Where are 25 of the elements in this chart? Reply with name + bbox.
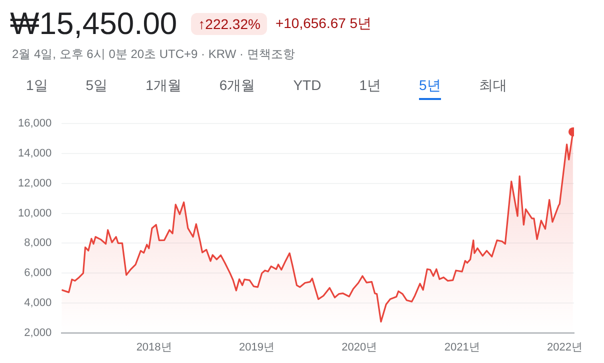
text: 1개월: [146, 77, 182, 95]
x-tick-label: 2021년: [444, 341, 480, 354]
text: ↑222.32%: [191, 13, 268, 35]
y-tick-label: 6,000: [24, 267, 52, 280]
x-tick-label: 2022년: [547, 341, 582, 354]
x-tick-label: 2019년: [238, 341, 274, 354]
y-tick-label: 16,000: [18, 118, 52, 130]
chart-subtitle: 2월 4일, 오후 6시 0분 20초 UTC+9 · KRW · 면책조항: [11, 46, 296, 63]
text: 5일: [86, 77, 108, 95]
x-tick-label: 2020년: [342, 341, 378, 354]
text: YTD: [293, 77, 322, 95]
text: 1년: [359, 77, 381, 95]
x-tick-label: 2018년: [136, 341, 172, 354]
chart-title: ₩15,450.00: [10, 6, 178, 42]
text: 6개월: [219, 77, 256, 95]
y-tick-label: 8,000: [24, 237, 52, 250]
text: +10,656.67 5년: [275, 15, 372, 33]
text: 1일: [26, 77, 48, 95]
y-tick-label: 14,000: [18, 148, 52, 160]
text: 5년: [418, 77, 441, 100]
text: 최대: [478, 77, 507, 95]
y-tick-label: 4,000: [24, 296, 52, 309]
y-tick-label: 2,000: [24, 326, 52, 339]
y-tick-label: 10,000: [18, 207, 52, 220]
y-tick-label: 12,000: [18, 177, 52, 190]
